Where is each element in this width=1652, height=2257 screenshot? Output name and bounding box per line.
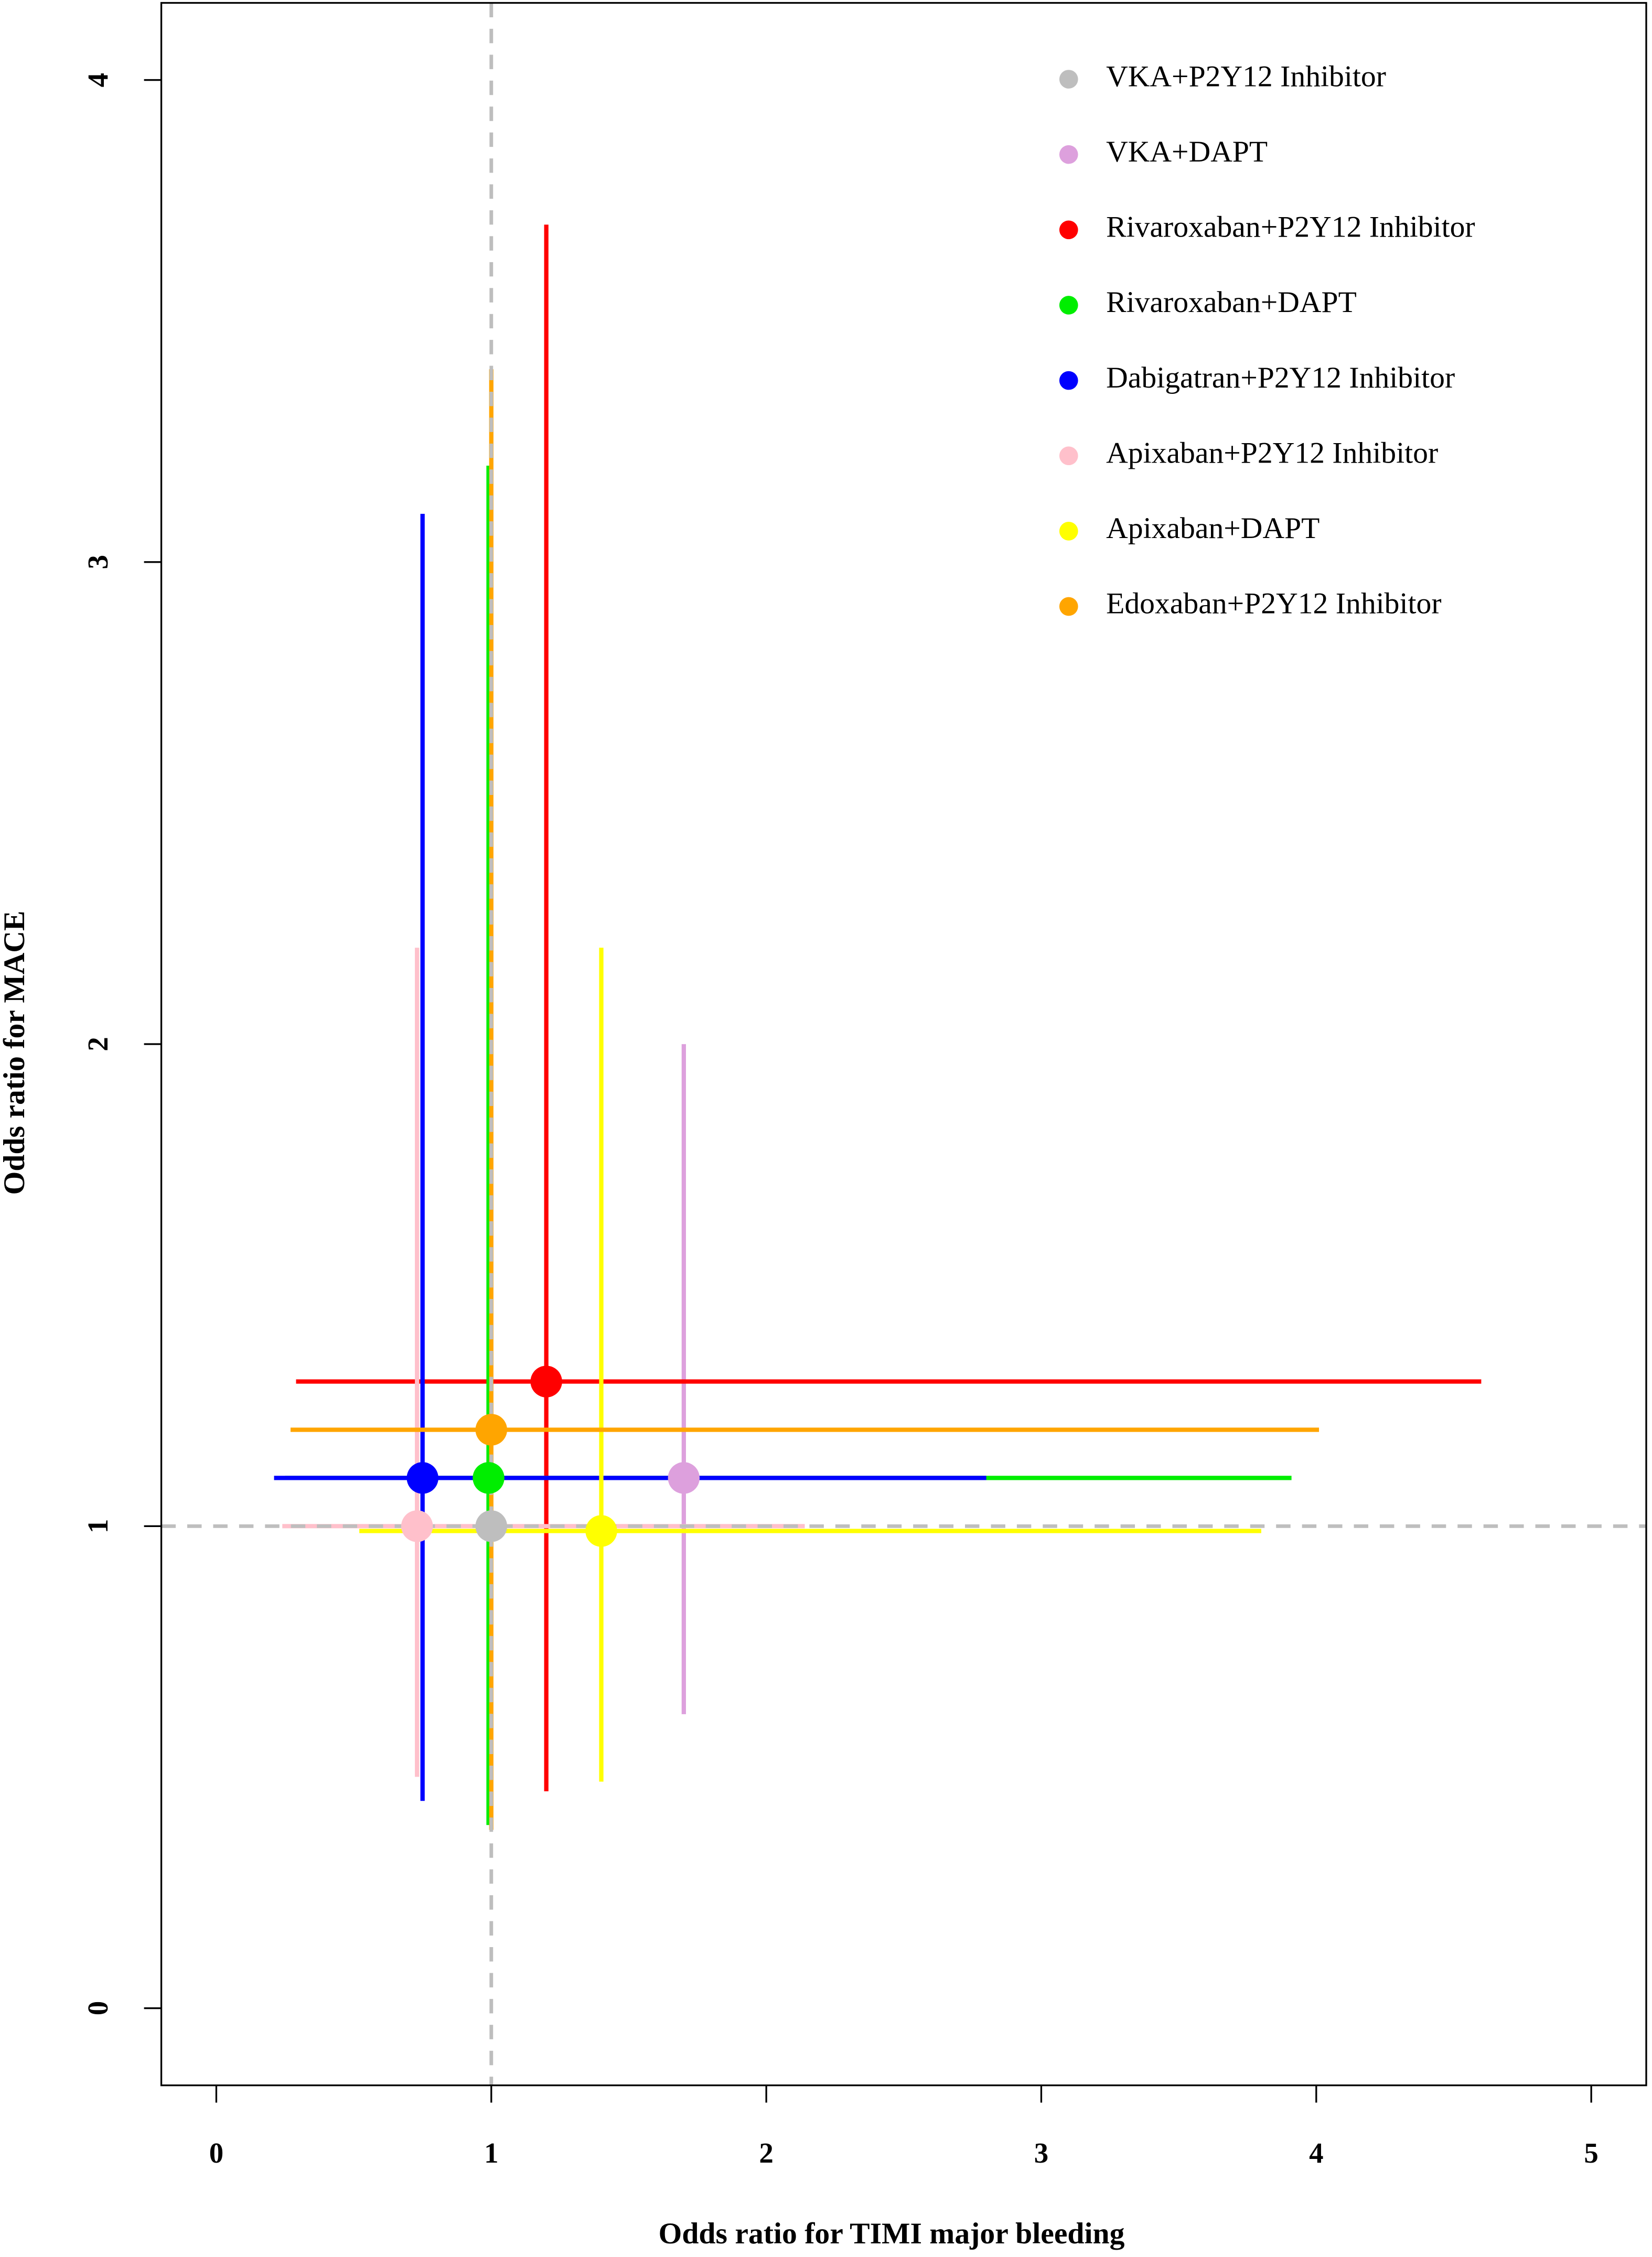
legend-marker [1059,145,1078,164]
point [668,1462,700,1494]
x-tick-label: 1 [484,2137,498,2169]
legend-marker [1059,371,1078,390]
y-tick-label: 4 [82,73,114,87]
points [401,1366,700,1547]
legend-marker [1059,70,1078,89]
point [401,1510,433,1542]
legend-marker [1059,521,1078,541]
legend-marker [1059,220,1078,240]
x-tick-label: 0 [209,2137,223,2169]
x-tick-label: 2 [759,2137,773,2169]
point [585,1515,617,1547]
y-tick-label: 2 [82,1037,114,1051]
legend-label: Apixaban+DAPT [1106,512,1320,545]
y-tick-label: 1 [82,1519,114,1533]
legend-marker [1059,296,1078,315]
legend-label: Rivaroxaban+DAPT [1106,286,1357,319]
legend-label: VKA+DAPT [1106,135,1268,168]
legend-label: Apixaban+P2Y12 Inhibitor [1106,436,1438,469]
y-axis-label: Odds ratio for MACE [0,911,31,1195]
x-tick-label: 5 [1584,2137,1598,2169]
point [473,1462,505,1494]
legend-label: Dabigatran+P2Y12 Inhibitor [1106,361,1455,394]
point [530,1366,562,1398]
y-tick-label: 0 [82,2001,114,2015]
point [475,1510,508,1542]
legend-label: VKA+P2Y12 Inhibitor [1106,60,1386,93]
legend-marker [1059,597,1078,616]
legend-label: Rivaroxaban+P2Y12 Inhibitor [1106,211,1475,244]
point [475,1414,508,1446]
y-tick-label: 3 [82,555,114,569]
x-axis-label: Odds ratio for TIMI major bleeding [658,2217,1124,2250]
x-tick-label: 3 [1034,2137,1048,2169]
x-tick-label: 4 [1309,2137,1323,2169]
point [406,1462,438,1494]
legend-marker [1059,446,1078,466]
legend-label: Edoxaban+P2Y12 Inhibitor [1106,587,1441,620]
